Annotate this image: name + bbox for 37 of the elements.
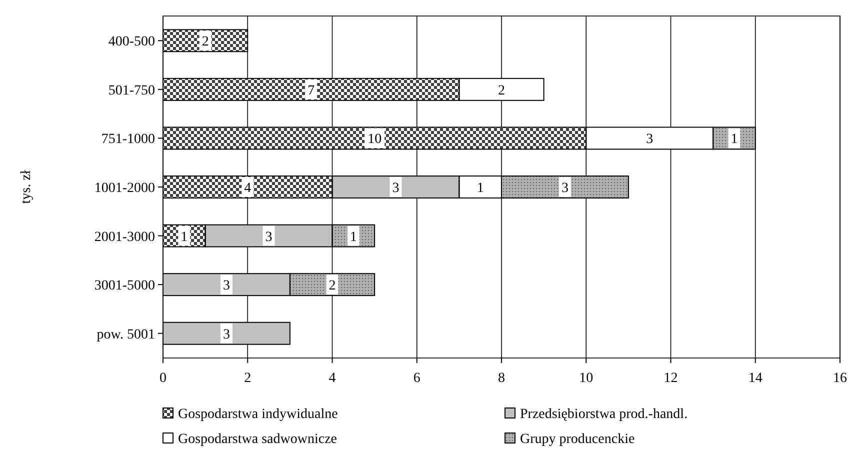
data-label: 4 (244, 181, 252, 196)
legend-label: Grupy producenckie (520, 432, 635, 447)
data-label: 3 (222, 327, 230, 342)
y-axis-title: tys. zł (19, 170, 34, 204)
data-label: 1 (730, 132, 738, 148)
x-tick-label: 6 (413, 371, 420, 386)
data-label: 1 (180, 230, 188, 245)
data-label: 2 (202, 34, 209, 50)
data-label: 3 (646, 132, 654, 148)
data-label: 2 (498, 83, 505, 98)
data-label: 1 (476, 181, 484, 196)
x-tick-label: 12 (664, 371, 678, 386)
x-tick-label: 4 (328, 371, 336, 386)
x-tick-label: 8 (498, 371, 505, 386)
data-label: 10 (368, 132, 382, 148)
data-label: 3 (392, 181, 400, 196)
data-label: 7 (308, 83, 315, 98)
legend-label: Gospodarstwa sadwownicze (178, 432, 338, 447)
x-tick-label: 10 (579, 371, 594, 386)
y-tick-label: 501-750 (108, 83, 155, 98)
y-tick-label: 400-500 (108, 34, 155, 50)
legend-label: Gospodarstwa indywidualne (178, 407, 338, 422)
x-tick-label: 16 (833, 371, 847, 386)
x-tick-label: 0 (160, 371, 166, 386)
y-tick-label: 3001-5000 (94, 278, 155, 294)
y-tick-label: 2001-3000 (94, 230, 155, 245)
data-label: 1 (350, 230, 357, 245)
y-tick-label: 751-1000 (101, 132, 155, 148)
data-label: 2 (328, 278, 336, 294)
data-label: 3 (265, 230, 272, 245)
x-tick-label: 14 (748, 371, 762, 386)
data-label: 3 (222, 278, 230, 294)
x-tick-label: 2 (244, 371, 252, 386)
data-label: 3 (561, 181, 568, 196)
legend-label: Przedsiębiorstwa prod.-handl. (520, 407, 688, 422)
y-tick-label: pow. 5001 (96, 327, 155, 342)
y-tick-label: 1001-2000 (94, 181, 155, 196)
